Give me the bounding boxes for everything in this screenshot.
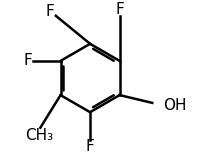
Text: F: F [115, 2, 123, 17]
Text: CH₃: CH₃ [25, 128, 53, 143]
Text: F: F [23, 53, 32, 68]
Text: OH: OH [162, 98, 186, 113]
Text: F: F [85, 139, 94, 154]
Text: F: F [45, 4, 54, 19]
